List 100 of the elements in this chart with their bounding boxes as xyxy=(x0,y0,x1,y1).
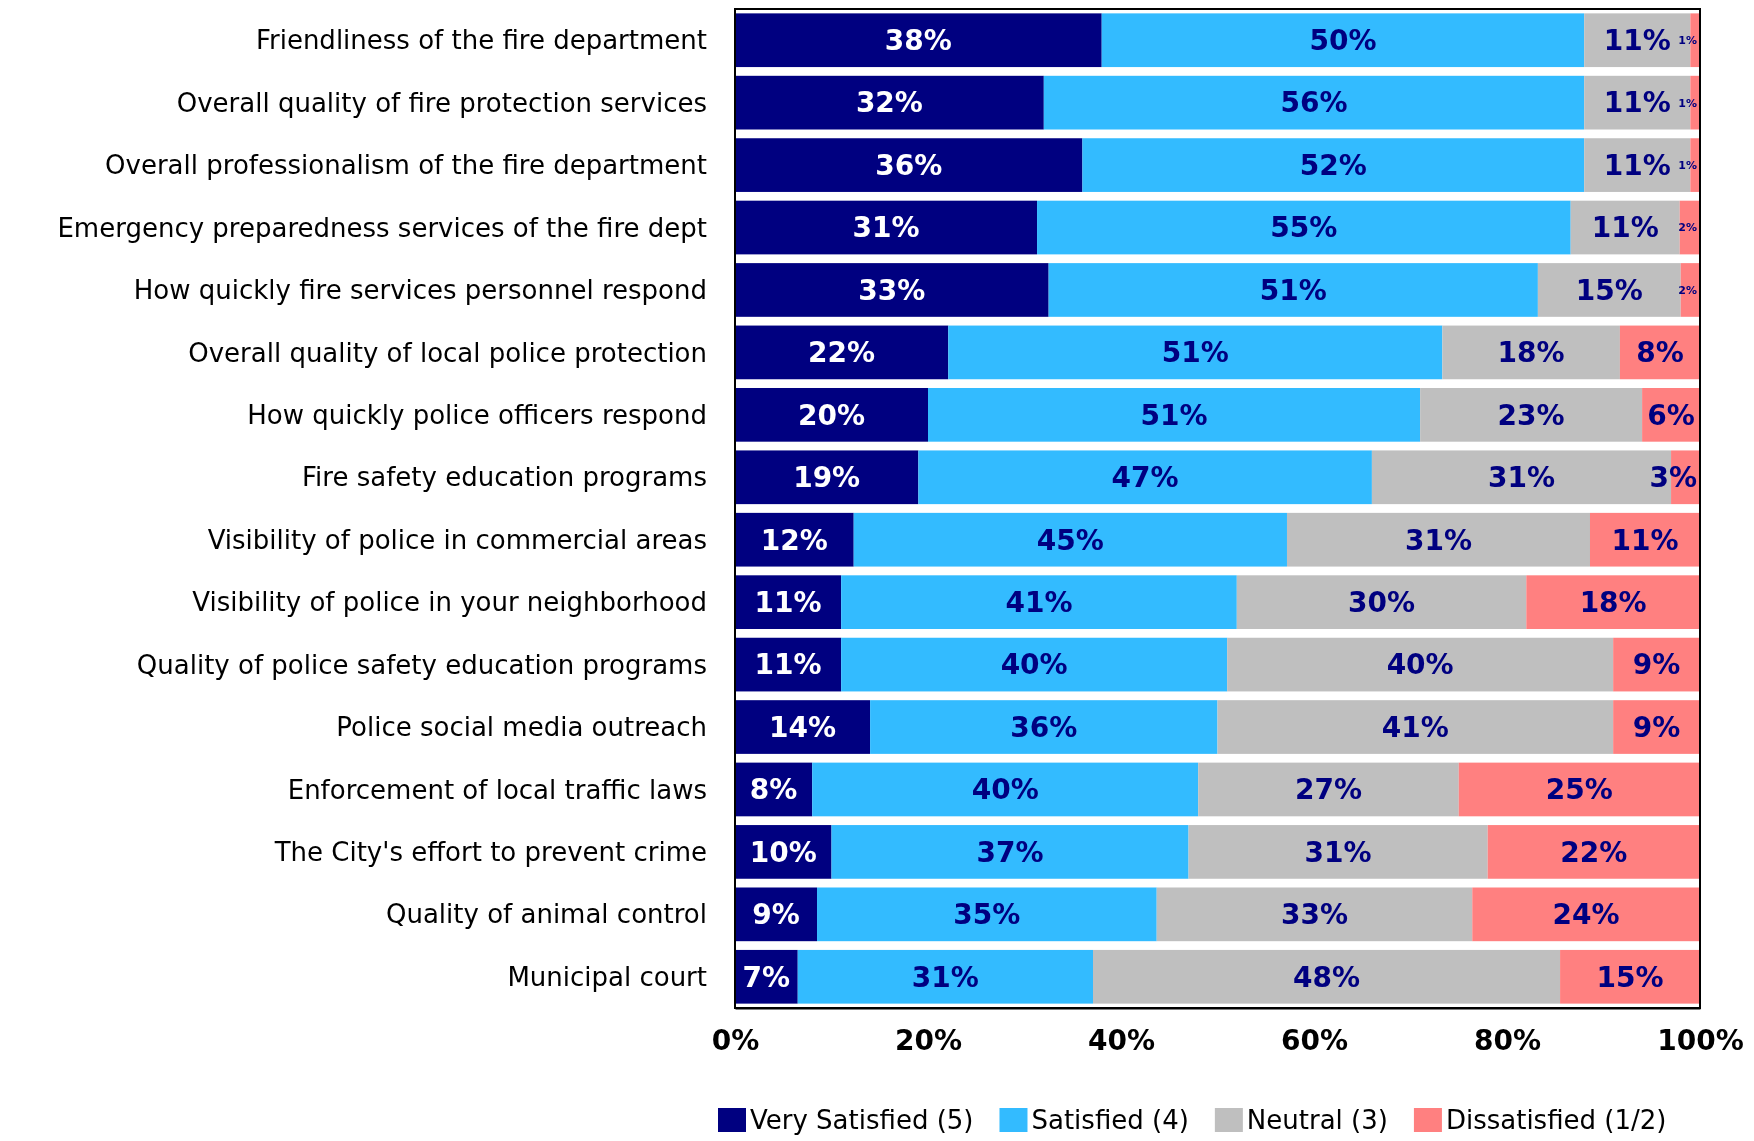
bar xyxy=(1082,138,1585,192)
data-label: 36% xyxy=(875,148,943,182)
data-label: 55% xyxy=(1270,211,1338,245)
bar xyxy=(853,512,1287,567)
data-label: 31% xyxy=(911,960,979,994)
bar xyxy=(1217,700,1614,754)
data-label: 31% xyxy=(852,211,920,245)
y-tick-label: Overall professionalism of the fire department xyxy=(105,150,707,181)
bar xyxy=(735,450,919,505)
bar xyxy=(735,75,1044,130)
bar xyxy=(948,325,1443,380)
bar xyxy=(735,138,1083,192)
bar xyxy=(1048,263,1538,317)
y-tick-label: Overall quality of local police protection xyxy=(188,337,707,368)
bar xyxy=(1472,887,1700,942)
data-label: 3% xyxy=(1649,461,1697,495)
bar xyxy=(1101,13,1585,68)
data-label: 14% xyxy=(769,710,837,744)
bar xyxy=(870,700,1218,754)
data-label: 30% xyxy=(1348,585,1416,619)
data-label: 35% xyxy=(953,898,1021,932)
data-label: 11% xyxy=(1603,86,1671,120)
y-tick-label: How quickly fire services personnel respond xyxy=(133,275,707,306)
data-label: 15% xyxy=(1596,960,1664,994)
bar xyxy=(1198,762,1459,817)
data-label: 40% xyxy=(1000,648,1068,682)
data-label: 56% xyxy=(1280,86,1348,120)
x-tick-label: 20% xyxy=(894,1023,963,1057)
data-label: 36% xyxy=(1010,710,1078,744)
bar xyxy=(1442,325,1620,380)
data-label: 51% xyxy=(1140,398,1208,432)
y-tick-label: Municipal court xyxy=(507,961,707,992)
bar xyxy=(1188,825,1488,879)
data-label: 19% xyxy=(793,461,861,495)
bar xyxy=(735,13,1102,68)
y-tick-label: Overall quality of fire protection services xyxy=(176,87,707,118)
data-label: 6% xyxy=(1647,398,1695,432)
data-label: 25% xyxy=(1545,773,1613,807)
data-label: 11% xyxy=(754,648,822,682)
data-label: 1% xyxy=(1678,158,1697,172)
x-tick-label: 100% xyxy=(1657,1023,1744,1057)
data-label: 22% xyxy=(808,336,876,370)
y-tick-label: The City's effort to prevent crime xyxy=(273,837,707,868)
bar xyxy=(1236,575,1527,629)
data-label: 37% xyxy=(976,835,1044,869)
data-label: 15% xyxy=(1575,273,1643,307)
bar xyxy=(735,325,949,380)
data-label: 50% xyxy=(1309,24,1377,58)
bar xyxy=(1093,949,1561,1004)
data-label: 8% xyxy=(1636,336,1684,370)
y-tick-label: Police social media outreach xyxy=(336,712,707,743)
bar xyxy=(1286,512,1590,567)
y-tick-label: Emergency preparedness services of the fire dept xyxy=(57,212,707,243)
data-label: 10% xyxy=(749,835,817,869)
data-label: 12% xyxy=(760,523,828,557)
bar xyxy=(841,575,1237,629)
data-label: 1% xyxy=(1678,96,1697,110)
data-label: 41% xyxy=(1381,710,1449,744)
data-label: 22% xyxy=(1560,835,1628,869)
bar xyxy=(1420,388,1643,442)
data-label: 41% xyxy=(1005,585,1073,619)
x-tick-label: 40% xyxy=(1087,1023,1156,1057)
data-label: 11% xyxy=(1603,24,1671,58)
bar xyxy=(928,388,1421,442)
data-label: 11% xyxy=(1591,211,1659,245)
legend-label: Very Satisfied (5) xyxy=(750,1105,974,1136)
bar xyxy=(735,388,928,442)
legend-label: Dissatisfied (1/2) xyxy=(1445,1105,1667,1136)
bar xyxy=(1156,887,1473,942)
legend-label: Neutral (3) xyxy=(1246,1105,1388,1136)
data-label: 32% xyxy=(855,86,923,120)
bar xyxy=(1487,825,1700,879)
data-label: 48% xyxy=(1293,960,1361,994)
data-label: 7% xyxy=(742,960,791,994)
bar xyxy=(735,200,1038,255)
bar xyxy=(735,700,871,754)
data-label: 31% xyxy=(1404,523,1472,557)
bar xyxy=(1037,200,1571,255)
y-tick-label: Enforcement of local traffic laws xyxy=(287,774,707,805)
x-tick-label: 0% xyxy=(711,1023,760,1057)
bar xyxy=(831,825,1189,879)
y-tick-label: Visibility of police in your neighborhood xyxy=(192,587,707,618)
bar xyxy=(812,762,1199,817)
data-label: 20% xyxy=(797,398,866,432)
y-tick-label: Friendliness of the fire department xyxy=(255,25,707,56)
data-label: 9% xyxy=(1632,710,1681,744)
data-label: 9% xyxy=(752,898,800,932)
bar xyxy=(1526,575,1700,629)
x-tick-label: 60% xyxy=(1280,1023,1349,1057)
data-label: 2% xyxy=(1678,283,1697,297)
x-tick-label: 80% xyxy=(1473,1023,1542,1057)
data-label: 23% xyxy=(1497,398,1565,432)
data-label: 38% xyxy=(884,24,952,58)
y-tick-label: Visibility of police in commercial areas xyxy=(207,524,707,555)
data-label: 27% xyxy=(1294,773,1362,807)
y-tick-label: How quickly police officers respond xyxy=(247,399,707,430)
data-label: 11% xyxy=(1603,148,1671,182)
data-label: 40% xyxy=(971,773,1039,807)
data-label: 24% xyxy=(1552,898,1620,932)
bar xyxy=(1227,637,1614,692)
